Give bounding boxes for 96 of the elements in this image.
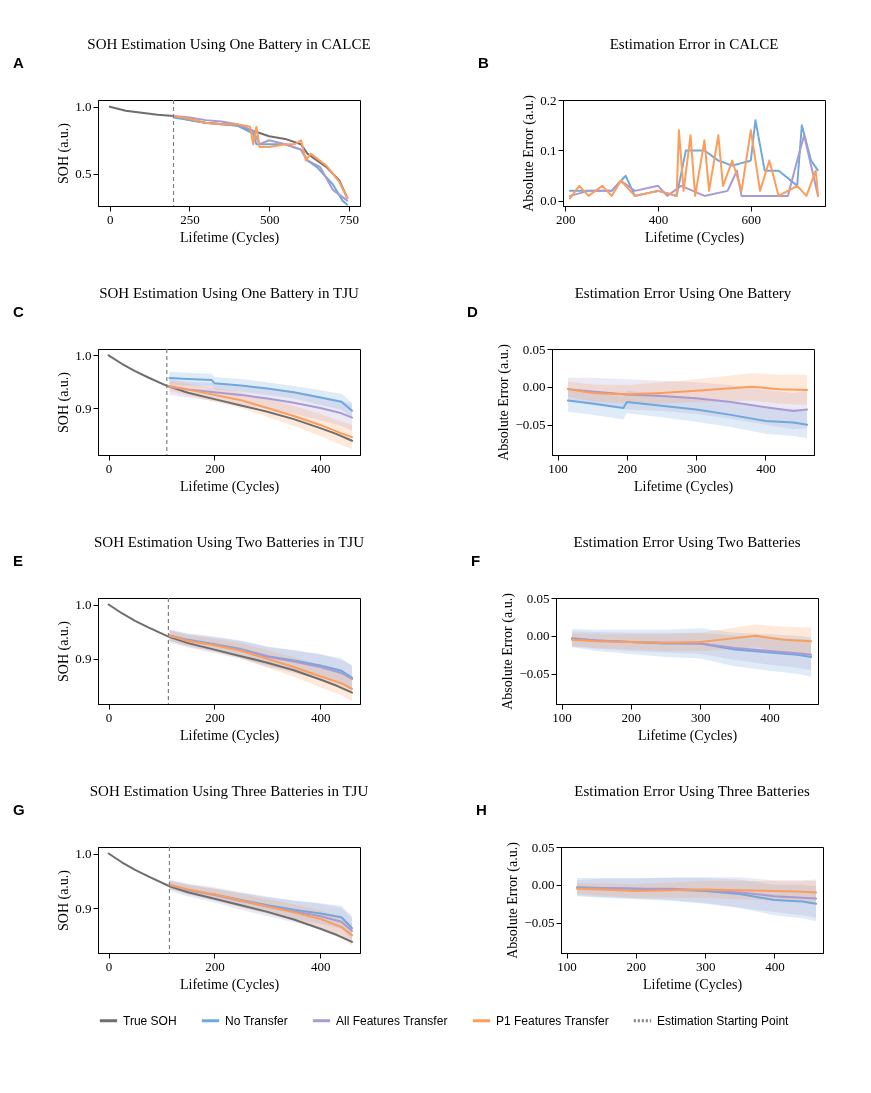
x-tick-label: 100	[548, 460, 568, 476]
x-axis-title: Lifetime (Cycles)	[642, 976, 743, 993]
y-tick-label: 0.00	[531, 877, 555, 893]
y-axis-title: SOH (a.u.)	[56, 869, 73, 932]
text: H	[476, 801, 487, 818]
y-tick-label: 0.05	[522, 341, 546, 357]
x-axis-title: Lifetime (Cycles)	[644, 229, 745, 246]
x-axis-title: Lifetime (Cycles)	[179, 229, 280, 246]
y-tick-label: 0.05	[526, 590, 550, 606]
x-axis-title: Lifetime (Cycles)	[179, 976, 280, 993]
legend-label: No Transfer	[225, 1013, 288, 1028]
x-tick-label: 200	[556, 211, 576, 227]
line-series	[107, 354, 354, 442]
x-tick-label: 100	[557, 958, 577, 974]
x-axis-title: Lifetime (Cycles)	[179, 727, 280, 744]
line-series	[566, 399, 809, 426]
text: D	[467, 303, 478, 320]
line-series	[566, 385, 809, 396]
y-tick-label: 0.9	[75, 900, 92, 916]
chart-title: Estimation Error Using Three Batteries	[574, 783, 810, 799]
text: C	[13, 303, 24, 320]
x-tick-label: 400	[765, 958, 785, 974]
x-tick-label: 400	[756, 460, 776, 476]
y-axis-title: Absolute Error (a.u.)	[496, 343, 513, 461]
y-tick-label: 0.5	[75, 166, 92, 182]
y-tick-label: 0.05	[531, 839, 555, 855]
line-series	[168, 384, 354, 439]
text: A	[13, 54, 24, 71]
x-tick-label: 400	[311, 958, 331, 974]
x-tick-label: 200	[617, 460, 638, 476]
x-tick-label: 300	[686, 460, 707, 476]
y-tick-label: −0.05	[524, 915, 555, 931]
x-tick-label: 300	[695, 958, 716, 974]
line-series	[168, 385, 354, 419]
x-tick-label: 600	[741, 211, 762, 227]
x-tick-label: 250	[180, 211, 200, 227]
chart-title: SOH Estimation Using One Battery in CALCE	[87, 36, 371, 52]
legend-label: True SOH	[123, 1013, 177, 1028]
y-tick-label: 0.0	[540, 193, 557, 209]
line-series	[568, 119, 820, 197]
x-tick-label: 200	[205, 709, 225, 725]
x-axis-title: Lifetime (Cycles)	[633, 478, 734, 495]
y-tick-label: 1.0	[75, 846, 92, 862]
text: F	[471, 552, 481, 569]
x-tick-label: 750	[339, 211, 360, 227]
chart-title: Estimation Error Using One Battery	[574, 285, 792, 301]
y-tick-label: 0.00	[522, 379, 546, 395]
y-tick-label: 0.2	[540, 92, 557, 108]
y-axis-title: SOH (a.u.)	[56, 620, 73, 683]
legend-label: P1 Features Transfer	[496, 1013, 609, 1028]
chart-title: SOH Estimation Using Three Batteries in TJU	[89, 783, 369, 799]
y-tick-label: 0.9	[75, 400, 92, 416]
y-axis-title: Absolute Error (a.u.)	[521, 94, 538, 212]
legend-label: All Features Transfer	[336, 1013, 448, 1028]
line-series	[107, 852, 354, 943]
chart-title: SOH Estimation Using Two Batteries in TJU	[93, 534, 365, 550]
x-tick-label: 500	[259, 211, 280, 227]
x-tick-label: 0	[107, 211, 114, 227]
x-tick-label: 200	[205, 460, 225, 476]
x-tick-label: 0	[105, 460, 113, 476]
text: B	[478, 54, 489, 71]
x-tick-label: 0	[105, 709, 113, 725]
x-tick-label: 200	[205, 958, 225, 974]
x-tick-label: 100	[552, 709, 572, 725]
x-tick-label: 200	[621, 709, 642, 725]
line-series	[107, 603, 354, 694]
y-tick-label: 0.00	[526, 628, 550, 644]
y-axis-title: SOH (a.u.)	[56, 122, 73, 185]
text: E	[13, 552, 24, 569]
chart-title: Estimation Error Using Two Batteries	[573, 534, 801, 550]
y-tick-label: 1.0	[75, 347, 92, 363]
y-tick-label: 0.1	[540, 142, 557, 158]
y-tick-label: 1.0	[75, 99, 92, 115]
y-tick-label: −0.05	[515, 417, 546, 433]
y-tick-label: −0.05	[519, 666, 550, 682]
x-tick-label: 200	[626, 958, 647, 974]
x-axis-title: Lifetime (Cycles)	[179, 478, 280, 495]
y-axis-title: SOH (a.u.)	[56, 371, 73, 434]
y-axis-title: Absolute Error (a.u.)	[500, 592, 517, 710]
y-tick-label: 0.9	[75, 651, 92, 667]
line-series	[570, 634, 813, 644]
legend-label: Estimation Starting Point	[657, 1013, 790, 1028]
chart-title: Estimation Error in CALCE	[609, 36, 779, 52]
x-tick-label: 300	[690, 709, 711, 725]
chart-title: SOH Estimation Using One Battery in TJU	[99, 285, 360, 301]
text: G	[13, 801, 25, 818]
x-tick-label: 400	[311, 460, 331, 476]
y-tick-label: 1.0	[75, 597, 92, 613]
x-tick-label: 400	[311, 709, 331, 725]
y-axis-title: Absolute Error (a.u.)	[505, 841, 522, 959]
line-series	[168, 377, 354, 412]
x-tick-label: 0	[105, 958, 113, 974]
x-axis-title: Lifetime (Cycles)	[637, 727, 738, 744]
x-tick-label: 400	[648, 211, 669, 227]
line-series	[575, 886, 818, 900]
x-tick-label: 400	[760, 709, 780, 725]
